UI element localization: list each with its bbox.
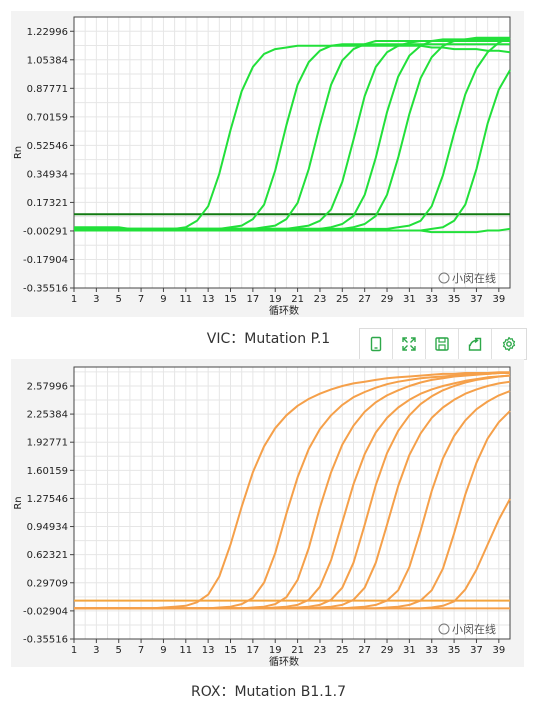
y-axis-label: Rn [13, 146, 24, 159]
x-tick-label: 19 [269, 645, 282, 656]
x-tick-label: 11 [179, 294, 192, 305]
expand-button[interactable] [393, 329, 426, 359]
x-tick-label: 27 [358, 294, 371, 305]
amplification-curve [74, 36, 511, 230]
gear-icon [502, 336, 515, 352]
x-tick-label: 35 [448, 645, 461, 656]
y-tick-label: 2.25384 [27, 410, 68, 421]
watermark-icon [438, 623, 450, 635]
settings-button[interactable] [492, 329, 525, 359]
y-tick-label: 1.05384 [27, 55, 68, 66]
x-tick-label: 7 [138, 645, 144, 656]
x-axis-label: 循环数 [269, 304, 299, 317]
y-tick-label: 0.62321 [27, 550, 68, 561]
x-tick-label: 27 [358, 645, 371, 656]
x-tick-label: 23 [314, 294, 327, 305]
x-tick-label: 21 [291, 294, 304, 305]
watermark-text: 小闵在线 [452, 622, 496, 636]
x-tick-label: 5 [116, 294, 122, 305]
y-tick-label: 0.29709 [27, 578, 68, 589]
y-tick-label: 1.22996 [27, 27, 68, 38]
y-tick-label: 1.27546 [27, 494, 68, 505]
plot-frame [73, 16, 511, 289]
y-tick-label: -0.02904 [23, 606, 68, 617]
chart-panel-rox: 2.57996 2.25384 1.92771 1.60159 1.27546 0.949… [11, 359, 524, 667]
x-tick-label: 13 [202, 645, 215, 656]
x-tick-label: 39 [492, 294, 505, 305]
x-tick-label: 21 [291, 645, 304, 656]
plot-area [74, 17, 510, 288]
y-tick-label: -0.17904 [23, 255, 68, 266]
y-tick-label: 1.60159 [27, 466, 68, 477]
x-tick-label: 25 [336, 294, 349, 305]
watermark-text: 小闵在线 [452, 271, 496, 285]
chart-vic: 1.22996 1.05384 0.87771 0.70159 0.52546 0.349… [13, 16, 511, 317]
x-tick-label: 7 [138, 294, 144, 305]
y-tick-label: 0.52546 [27, 141, 68, 152]
y-tick-label: -0.35516 [23, 284, 68, 295]
x-tick-label: 25 [336, 645, 349, 656]
y-tick-label: 0.87771 [27, 84, 68, 95]
x-tick-label: 1 [71, 294, 77, 305]
x-tick-label: 5 [116, 645, 122, 656]
x-tick-label: 17 [247, 294, 260, 305]
chart-rox: 2.57996 2.25384 1.92771 1.60159 1.27546 0.949… [13, 366, 511, 667]
x-tick-label: 31 [403, 645, 416, 656]
x-tick-label: 15 [224, 645, 237, 656]
plot-frame [73, 366, 511, 640]
chart-caption-vic: VIC：Mutation P.1 [206, 331, 331, 347]
chart-toolbar [359, 328, 527, 360]
watermark-icon [438, 272, 450, 284]
x-tick-label: 33 [425, 294, 438, 305]
y-tick-label: 0.34934 [27, 169, 68, 180]
x-tick-label: 29 [381, 645, 394, 656]
x-tick-label: 31 [403, 294, 416, 305]
x-tick-label: 39 [492, 645, 505, 656]
tablet-button[interactable] [360, 329, 393, 359]
x-tick-label: 29 [381, 294, 394, 305]
x-tick-label: 3 [93, 645, 99, 656]
x-tick-label: 9 [160, 645, 166, 656]
x-tick-label: 3 [93, 294, 99, 305]
x-tick-label: 11 [179, 645, 192, 656]
y-tick-label: 0.94934 [27, 522, 68, 533]
y-tick-label: 0.17321 [27, 198, 68, 209]
x-tick-label: 23 [314, 645, 327, 656]
x-tick-label: 17 [247, 645, 260, 656]
x-tick-label: 37 [470, 645, 483, 656]
y-tick-label: -0.35516 [23, 635, 68, 646]
y-tick-label: 0.70159 [27, 112, 68, 123]
plot-area [74, 367, 510, 639]
x-tick-label: 19 [269, 294, 282, 305]
y-axis-label: Rn [13, 496, 24, 509]
amplification-curve [74, 227, 511, 234]
save-button[interactable] [426, 329, 459, 359]
x-tick-label: 37 [470, 294, 483, 305]
x-tick-label: 15 [224, 294, 237, 305]
x-tick-label: 33 [425, 645, 438, 656]
x-axis-label: 循环数 [269, 655, 299, 667]
export-icon [468, 337, 482, 351]
y-tick-label: -0.00291 [23, 226, 68, 237]
chart-caption-rox: ROX：Mutation B1.1.7 [191, 684, 346, 700]
x-tick-label: 9 [160, 294, 166, 305]
expand-icon [402, 337, 416, 351]
tablet-icon [370, 336, 382, 352]
x-tick-label: 35 [448, 294, 461, 305]
save-icon [435, 337, 449, 351]
export-button[interactable] [459, 329, 492, 359]
y-tick-label: 1.92771 [27, 438, 68, 449]
x-tick-label: 13 [202, 294, 215, 305]
x-tick-label: 1 [71, 645, 77, 656]
y-tick-label: 2.57996 [27, 381, 68, 392]
chart-panel-vic: 1.22996 1.05384 0.87771 0.70159 0.52546 0.349… [11, 11, 524, 317]
